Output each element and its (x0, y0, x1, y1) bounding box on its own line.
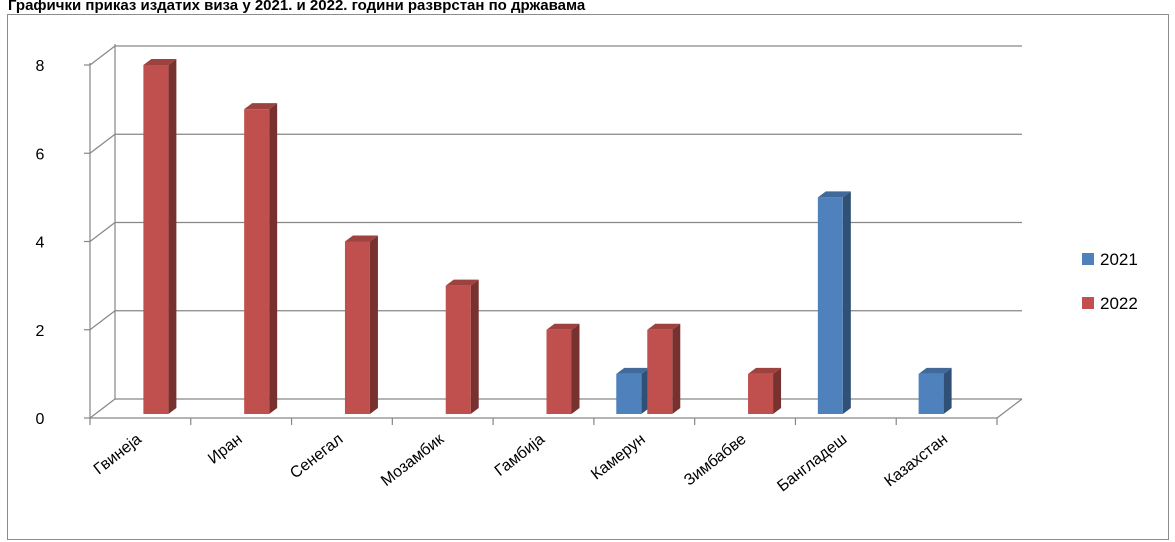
x-tick-label: Мозамбик (378, 430, 448, 490)
x-tick-labels: Гвинеја Иран Сенегал Мозамбик Гамбија Камерун… (91, 430, 951, 495)
bar-side (168, 59, 177, 414)
legend-swatch (1082, 253, 1094, 265)
bar-2022-Гамбија (546, 323, 580, 414)
bar-side (470, 279, 479, 414)
legend: 2021 2022 (1082, 250, 1138, 313)
bar-2022-Иран (244, 103, 278, 414)
bar-top (748, 367, 782, 374)
bar-top (918, 367, 952, 374)
chart-title: Графички приказ издатих виза у 2021. и 2… (8, 0, 586, 14)
y-tick-label: 0 (36, 411, 45, 428)
bar-front (748, 373, 774, 414)
x-tick-label: Иран (205, 431, 246, 468)
x-tick-label: Казахстан (882, 431, 952, 491)
bar-2022-Гвинеја (143, 59, 177, 414)
bars-layer (143, 59, 952, 414)
bar-2021-Казахстан (918, 367, 952, 414)
y-tick-label: 6 (36, 146, 45, 163)
x-tick-label: Гамбија (492, 431, 548, 480)
bar-top (817, 191, 851, 198)
bar-top (143, 59, 177, 65)
bar-front (647, 329, 673, 414)
y-tick-labels: 0 2 4 6 8 (36, 58, 45, 428)
bar-side (269, 103, 278, 414)
y-tick-label: 2 (36, 323, 45, 340)
legend-item: 2022 (1082, 294, 1138, 313)
gridline-depth (89, 133, 116, 154)
x-tick-label: Камерун (588, 431, 649, 484)
bar-top (647, 323, 681, 330)
bar-side (369, 235, 378, 414)
legend-item: 2021 (1082, 250, 1138, 269)
x-tick-label: Бангладеш (774, 431, 850, 496)
x-tick-label: Сенегал (287, 431, 346, 483)
bar-2021-Камерун (616, 367, 650, 414)
legend-swatch (1082, 297, 1094, 309)
gridline-depth (89, 310, 116, 331)
bar-2022-Зимбабве (748, 367, 782, 414)
bar-top (546, 323, 580, 330)
bar-front (918, 373, 944, 414)
bar-side (672, 323, 681, 414)
floor-right-edge (996, 398, 1023, 419)
bar-front (244, 109, 270, 414)
bar-front (344, 241, 370, 414)
bar-top (244, 103, 278, 110)
bar-2022-Камерун (647, 323, 681, 414)
bar-top (344, 235, 378, 242)
bar-front (143, 65, 169, 414)
bar-front (546, 329, 572, 414)
gridline-depth (89, 398, 116, 419)
legend-label: 2022 (1100, 294, 1138, 313)
x-tick-label: Зимбабве (681, 431, 749, 490)
x-tick-label: Гвинеја (91, 431, 145, 479)
bar-side (842, 191, 851, 414)
bar-front (817, 197, 843, 414)
bar-2022-Сенегал (344, 235, 378, 414)
bar-top (616, 367, 650, 374)
bar-front (445, 285, 471, 414)
bar-2021-Бангладеш (817, 191, 851, 414)
bar-2022-Мозамбик (445, 279, 479, 414)
gridline-depth (89, 45, 116, 66)
legend-label: 2021 (1100, 250, 1138, 269)
bar-top (445, 279, 479, 286)
y-tick-label: 8 (36, 58, 45, 75)
axis-layer (84, 44, 1023, 425)
bar-side (773, 367, 782, 414)
bar-side (943, 367, 952, 414)
chart-frame (7, 14, 1169, 540)
gridline-depth (89, 222, 116, 242)
bar-front (616, 373, 642, 414)
y-tick-label: 4 (36, 235, 45, 252)
bar-side (571, 323, 580, 414)
